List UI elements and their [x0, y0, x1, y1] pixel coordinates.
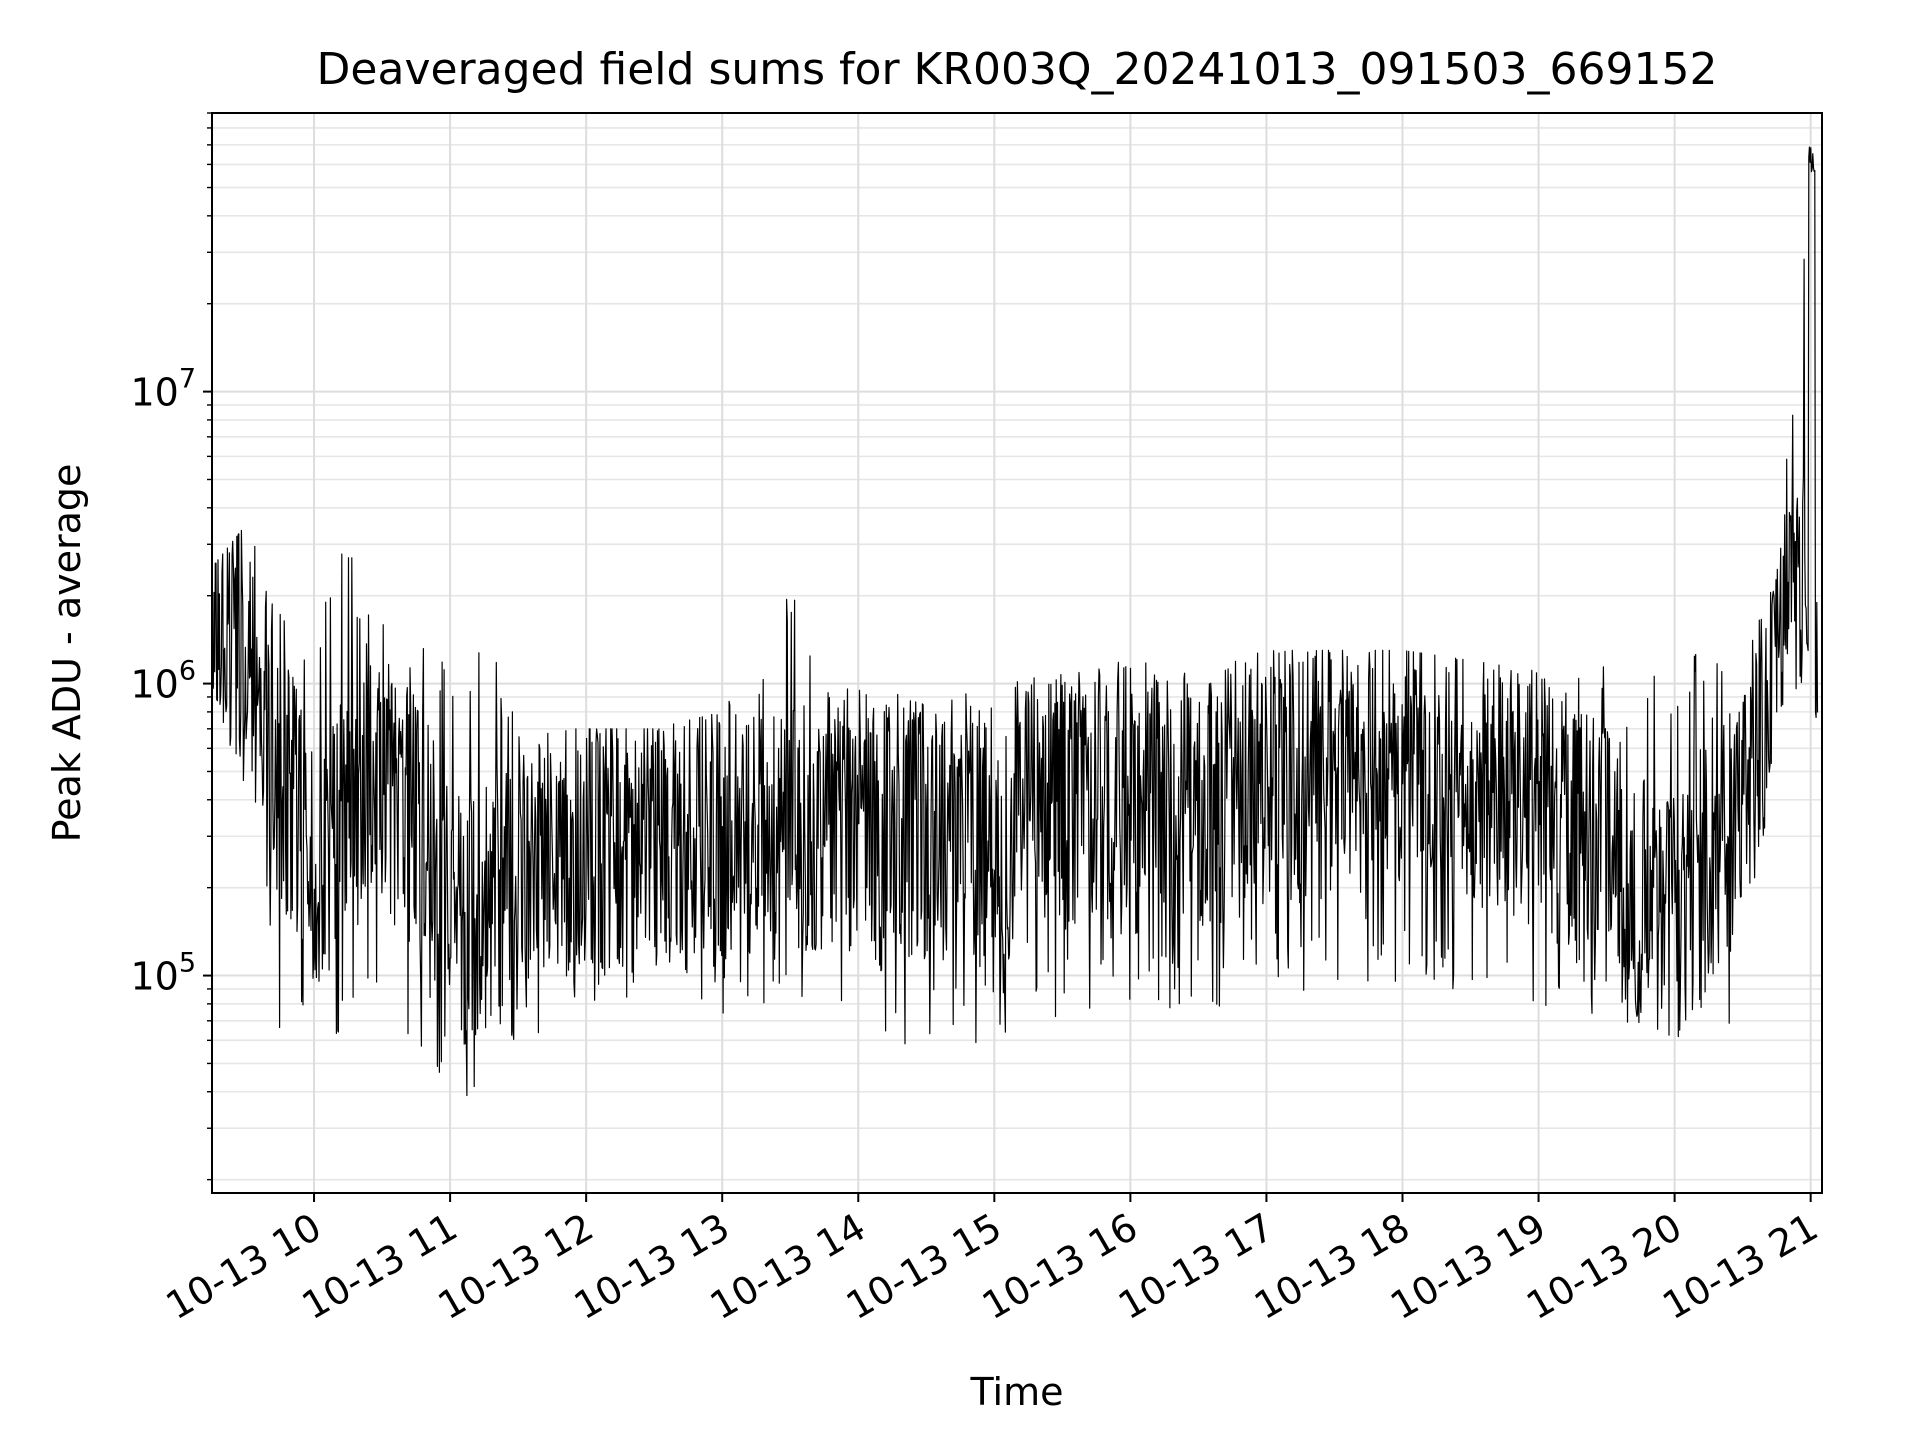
y-axis: 105 106 107: [130, 112, 212, 1181]
chart-title: Deaveraged field sums for KR003Q_2024101…: [317, 44, 1718, 95]
y-axis-label: Peak ADU - average: [45, 464, 89, 843]
series-line: [211, 146, 1819, 1097]
data-series: [211, 146, 1819, 1097]
y-tick-label: 107: [130, 364, 196, 415]
y-tick-label: 105: [130, 948, 196, 999]
plot-frame: [211, 112, 1823, 1194]
y-tick-label: 106: [130, 656, 196, 707]
x-axis-label: Time: [970, 1370, 1064, 1414]
